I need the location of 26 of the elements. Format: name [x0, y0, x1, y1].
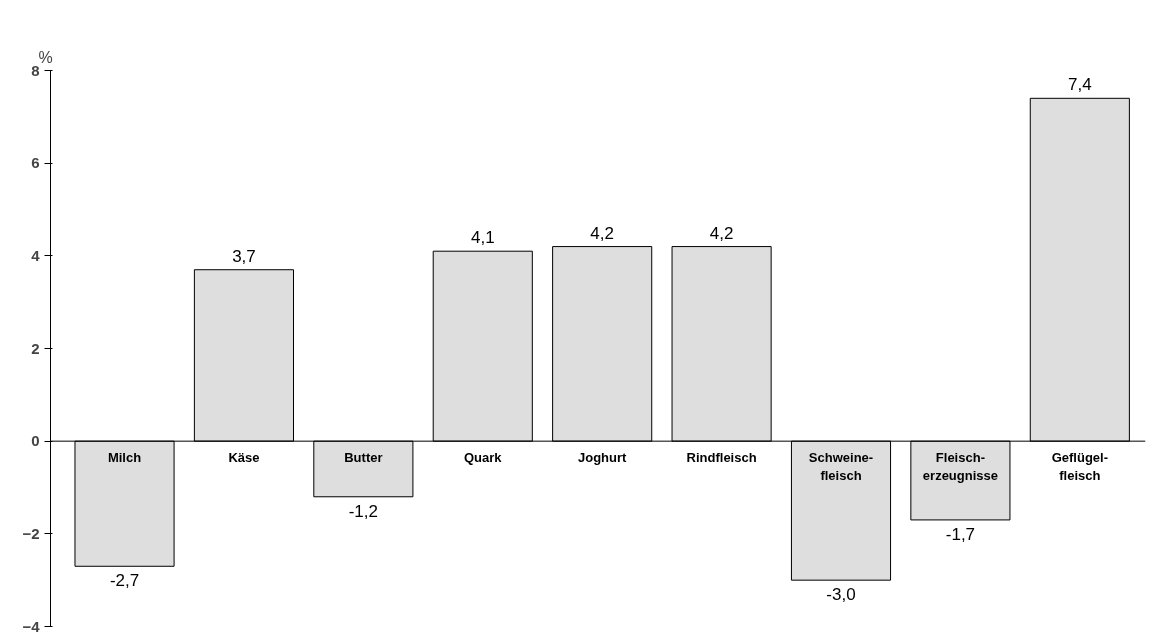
- data-label: 7,4: [1068, 75, 1092, 95]
- data-label: 4,2: [709, 223, 734, 243]
- data-label: -1,2: [348, 501, 379, 521]
- data-label: 4,1: [470, 228, 495, 248]
- y-axis-title: %: [38, 48, 53, 66]
- y-tick-label: 0: [31, 432, 40, 450]
- y-tick-label: −2: [22, 524, 40, 542]
- data-label: 4,2: [590, 223, 614, 243]
- data-label: -1,7: [945, 524, 976, 544]
- x-tick-label: Butter: [344, 450, 383, 466]
- y-tick-label: 2: [31, 339, 40, 357]
- y-tick-label: 4: [31, 246, 41, 264]
- x-tick-label: Quark: [463, 450, 503, 466]
- data-label: -2,7: [109, 571, 140, 591]
- y-tick-label: −4: [22, 617, 41, 635]
- x-tick-label: Milch: [107, 450, 142, 466]
- x-tick-label: Rindfleisch: [686, 450, 757, 466]
- x-tick-label: Schweine- fleisch: [808, 450, 874, 484]
- x-tick-label: Geflügel- fleisch: [1051, 450, 1108, 484]
- y-tick-label: 6: [31, 154, 40, 172]
- data-label: -3,0: [826, 585, 856, 605]
- x-tick-label: Fleisch- erzeugnisse: [922, 450, 998, 484]
- data-label: 3,7: [232, 246, 256, 266]
- x-tick-label: Joghurt: [577, 450, 628, 466]
- x-tick-label: Käse: [228, 450, 260, 466]
- y-tick-label: 8: [31, 61, 40, 79]
